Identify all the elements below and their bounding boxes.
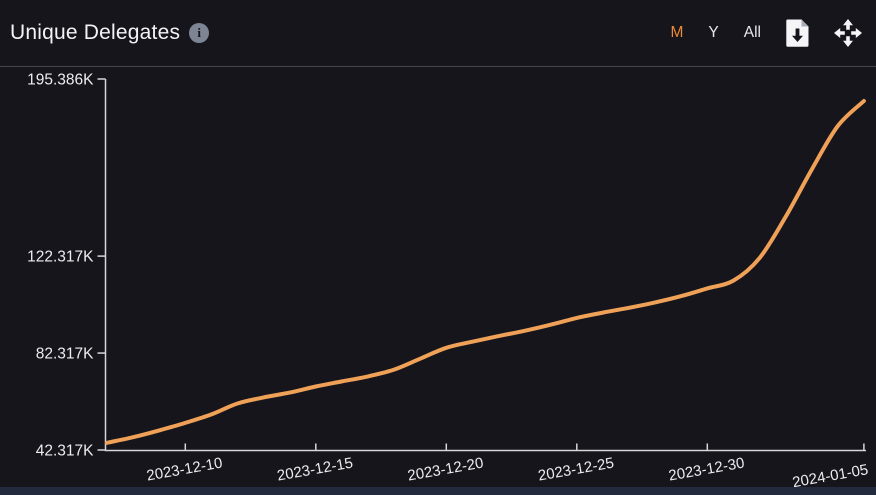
- widget-header: Unique Delegates i M Y All: [0, 0, 876, 67]
- range-button-year[interactable]: Y: [708, 24, 719, 42]
- range-button-all[interactable]: All: [743, 24, 761, 42]
- info-icon[interactable]: i: [189, 23, 210, 43]
- series-line-unique-delegates: [105, 99, 866, 445]
- x-axis-tick-label: 2023-12-30: [667, 455, 746, 485]
- download-icon[interactable]: [786, 19, 809, 47]
- x-axis-tick-label: 2023-12-15: [276, 455, 355, 485]
- x-axis-tick-label: 2023-12-20: [406, 455, 485, 485]
- y-axis-tick-label: 42.317K: [36, 442, 94, 459]
- move-icon[interactable]: [834, 19, 862, 47]
- y-axis-tick-label: 82.317K: [36, 345, 94, 362]
- range-button-month[interactable]: M: [670, 24, 684, 42]
- x-axis-tick-label: 2023-12-10: [145, 455, 224, 485]
- next-panel-edge: [0, 487, 876, 495]
- x-axis-tick-label: 2023-12-25: [537, 455, 616, 485]
- y-axis-tick-label: 122.317K: [27, 249, 94, 266]
- page-title: Unique Delegates: [10, 21, 181, 44]
- range-controls: M Y All: [670, 19, 862, 47]
- y-axis-tick-label: 195.386K: [27, 71, 94, 88]
